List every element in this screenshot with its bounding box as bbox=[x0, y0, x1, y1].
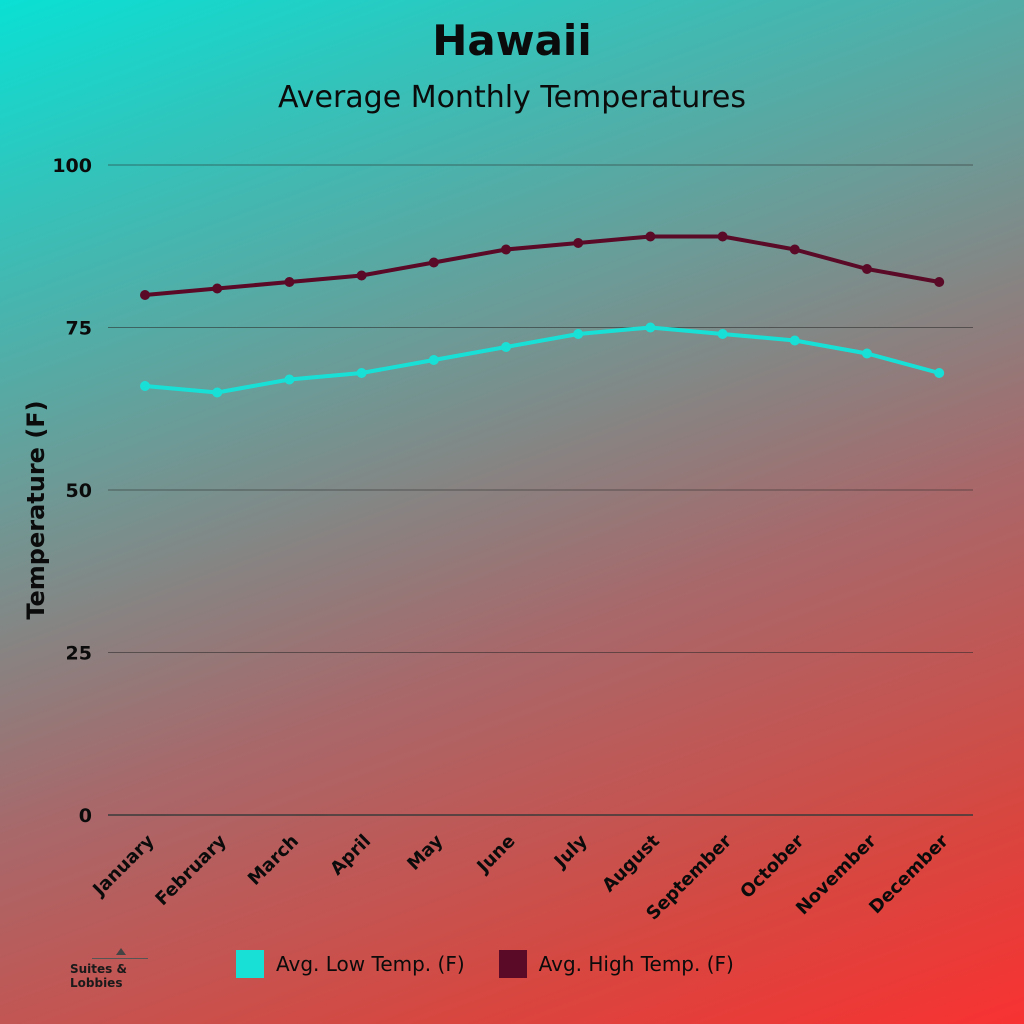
x-tick-label: January bbox=[88, 831, 159, 902]
series-lines bbox=[143, 234, 942, 395]
data-point bbox=[140, 381, 150, 391]
data-point bbox=[212, 387, 223, 398]
x-tick-label: June bbox=[472, 831, 520, 879]
legend-label-high: Avg. High Temp. (F) bbox=[538, 952, 734, 976]
series-line-1 bbox=[143, 234, 942, 297]
brand-name: Suites & Lobbies bbox=[70, 962, 127, 990]
y-tick-label: 100 bbox=[52, 155, 92, 177]
data-point bbox=[934, 368, 945, 378]
data-point bbox=[501, 244, 511, 255]
y-tick-label: 50 bbox=[66, 480, 92, 502]
data-point bbox=[934, 277, 945, 287]
y-tick-label: 75 bbox=[66, 318, 92, 340]
x-tick-label: February bbox=[151, 830, 230, 909]
data-point bbox=[284, 374, 295, 385]
legend-swatch-high bbox=[498, 950, 527, 978]
legend-swatch-low bbox=[236, 950, 264, 978]
x-tick-label: October bbox=[736, 831, 808, 903]
chart-title: Hawaii bbox=[432, 16, 592, 65]
data-point bbox=[284, 277, 295, 287]
data-point bbox=[573, 329, 584, 339]
legend-item-low: Avg. Low Temp. (F) bbox=[236, 950, 465, 978]
series-line-0 bbox=[143, 325, 942, 395]
hotel-icon bbox=[116, 948, 126, 955]
data-point bbox=[501, 342, 511, 352]
data-point bbox=[428, 355, 439, 365]
y-tick-label: 0 bbox=[79, 805, 92, 827]
brand-logo: Suites & Lobbies bbox=[70, 948, 180, 990]
x-tick-label: May bbox=[403, 831, 447, 875]
data-point bbox=[789, 244, 800, 255]
x-tick-label: July bbox=[549, 831, 592, 874]
legend-label-low: Avg. Low Temp. (F) bbox=[276, 952, 465, 976]
data-point bbox=[140, 290, 150, 300]
brand-divider bbox=[92, 958, 148, 959]
y-tick-labels: 0 25 50 75 100 bbox=[52, 155, 92, 827]
legend-item-high: Avg. High Temp. (F) bbox=[498, 950, 734, 978]
data-point bbox=[356, 270, 367, 281]
data-point bbox=[573, 238, 584, 248]
data-point bbox=[789, 335, 800, 346]
data-point bbox=[717, 329, 728, 339]
data-point bbox=[862, 264, 872, 274]
data-point bbox=[356, 368, 367, 378]
x-tick-label: August bbox=[598, 830, 664, 896]
x-tick-label: March bbox=[244, 831, 303, 890]
data-point bbox=[862, 348, 872, 359]
data-point bbox=[645, 231, 656, 242]
data-point bbox=[428, 257, 439, 268]
y-tick-label: 25 bbox=[66, 643, 92, 665]
data-point bbox=[717, 231, 728, 242]
data-point bbox=[212, 283, 223, 294]
legend: Avg. Low Temp. (F) Avg. High Temp. (F) bbox=[236, 950, 768, 978]
chart-subtitle: Average Monthly Temperatures bbox=[277, 80, 747, 115]
grid-lines bbox=[108, 164, 973, 816]
series-points bbox=[140, 231, 945, 398]
x-tick-label: April bbox=[326, 831, 375, 880]
data-point bbox=[645, 322, 656, 333]
